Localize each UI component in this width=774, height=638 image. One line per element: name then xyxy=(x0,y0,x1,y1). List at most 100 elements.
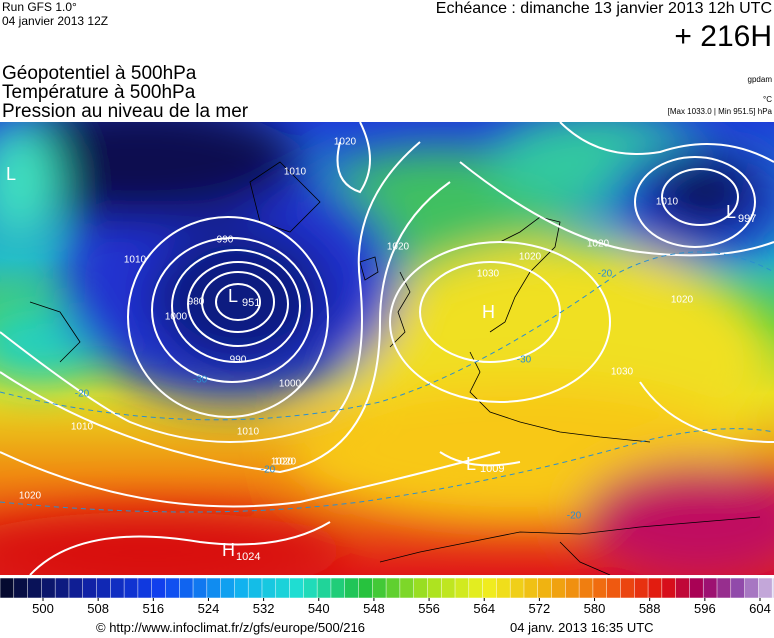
colorbar-label: 556 xyxy=(418,601,440,616)
pressure-value: 1009 xyxy=(480,463,504,475)
color-swatch xyxy=(330,577,346,599)
color-swatch xyxy=(565,577,580,599)
color-swatch xyxy=(220,577,236,599)
color-swatch xyxy=(289,577,305,599)
pressure-center: L xyxy=(6,164,16,184)
color-swatch xyxy=(771,577,774,599)
color-swatch xyxy=(372,577,387,599)
map-shape xyxy=(559,541,611,575)
color-swatch xyxy=(123,577,139,599)
color-swatch xyxy=(179,577,194,599)
color-swatch xyxy=(482,577,498,599)
temperature-label: -20 xyxy=(75,389,90,400)
map-shape xyxy=(0,122,60,242)
map-shape xyxy=(359,256,379,281)
color-swatch xyxy=(303,577,318,599)
pressure-value: 997 xyxy=(738,213,756,225)
map-shape xyxy=(0,512,350,575)
color-swatch xyxy=(151,577,167,599)
map-shape xyxy=(639,381,774,443)
color-swatch xyxy=(344,577,360,599)
pressure-center: L xyxy=(466,454,476,474)
map-shape xyxy=(459,161,774,257)
isobar-label: 1000 xyxy=(165,312,188,323)
map-shape xyxy=(559,122,774,163)
map-shape xyxy=(0,122,300,222)
colorbar-label: 532 xyxy=(253,601,275,616)
map-shape xyxy=(0,451,501,508)
map-shape xyxy=(389,241,611,403)
color-swatch xyxy=(454,577,470,599)
map-shape xyxy=(419,261,561,363)
map-shape xyxy=(0,251,774,421)
map-shape xyxy=(187,261,289,347)
map-shape xyxy=(0,122,774,575)
temperature-label: -20 xyxy=(598,269,613,280)
color-swatch xyxy=(27,577,43,599)
color-swatch xyxy=(82,577,98,599)
map-shape xyxy=(215,283,261,321)
map: L 951 L 997 H 1024 L 1009 H L 1020 1010 990 … xyxy=(0,122,774,575)
color-swatch xyxy=(578,577,594,599)
color-swatch xyxy=(165,577,180,599)
color-swatch xyxy=(413,577,429,599)
color-swatch xyxy=(537,577,553,599)
source: © http://www.infoclimat.fr/z/gfs/europe/… xyxy=(96,620,365,635)
color-swatch xyxy=(496,577,511,599)
color-swatch xyxy=(689,577,704,599)
color-swatch xyxy=(647,577,663,599)
map-shape xyxy=(127,216,329,418)
temperature-label: -30 xyxy=(193,375,208,386)
unit-list: gpdam °C [Max 1033.0 | Min 951.5] hPa xyxy=(668,74,772,118)
echeance: Echéance : dimanche 13 janvier 2013 12h … xyxy=(435,0,772,17)
pressure-center: L xyxy=(228,286,238,306)
isobar-label: 1020 xyxy=(274,457,297,468)
color-swatch xyxy=(385,577,401,599)
color-swatch xyxy=(716,577,732,599)
colorbar-label: 548 xyxy=(363,601,385,616)
colorbar-label: 588 xyxy=(639,601,661,616)
isobar-label: 1030 xyxy=(611,367,634,378)
color-swatch xyxy=(247,577,263,599)
map-shape xyxy=(0,428,774,513)
color-swatch xyxy=(110,577,125,599)
unit: °C xyxy=(763,95,772,104)
field-list: Géopotentiel à 500hPa Température à 500h… xyxy=(2,64,248,121)
color-swatch xyxy=(96,577,112,599)
color-swatch xyxy=(661,577,677,599)
color-swatch xyxy=(54,577,70,599)
color-swatch xyxy=(68,577,84,599)
color-swatch xyxy=(675,577,691,599)
map-shape xyxy=(634,156,756,248)
color-swatch xyxy=(261,577,277,599)
color-swatch xyxy=(509,577,525,599)
color-swatch xyxy=(206,577,222,599)
map-shape xyxy=(151,237,313,383)
color-swatch xyxy=(551,577,567,599)
color-swatch xyxy=(730,577,746,599)
isobar-label: 1010 xyxy=(656,197,679,208)
color-swatch xyxy=(0,577,15,599)
map-shape xyxy=(171,249,301,363)
map-shape xyxy=(469,351,651,443)
color-swatch xyxy=(427,577,442,599)
map-shape xyxy=(0,122,774,575)
isobar-label: 1010 xyxy=(237,427,260,438)
unit: [Max 1033.0 | Min 951.5] hPa xyxy=(667,107,772,116)
colorbar-label: 564 xyxy=(473,601,495,616)
isobar-label: 1020 xyxy=(19,491,42,502)
map-shape xyxy=(0,122,774,575)
field: Température à 500hPa xyxy=(2,82,196,103)
run-date: 04 janvier 2013 12Z xyxy=(2,14,109,28)
colorbar-label: 580 xyxy=(584,601,606,616)
color-swatch xyxy=(744,577,760,599)
map-shape xyxy=(389,271,411,348)
map-shape xyxy=(661,168,739,226)
color-swatch xyxy=(523,577,539,599)
colorbar: 500 508 516 524 532 540 548 556 564 572 580 588 596 6… xyxy=(0,577,774,616)
map-shape xyxy=(201,271,275,333)
isobar-label: 1020 xyxy=(387,242,410,253)
color-swatch xyxy=(634,577,649,599)
map-shape xyxy=(336,122,371,194)
